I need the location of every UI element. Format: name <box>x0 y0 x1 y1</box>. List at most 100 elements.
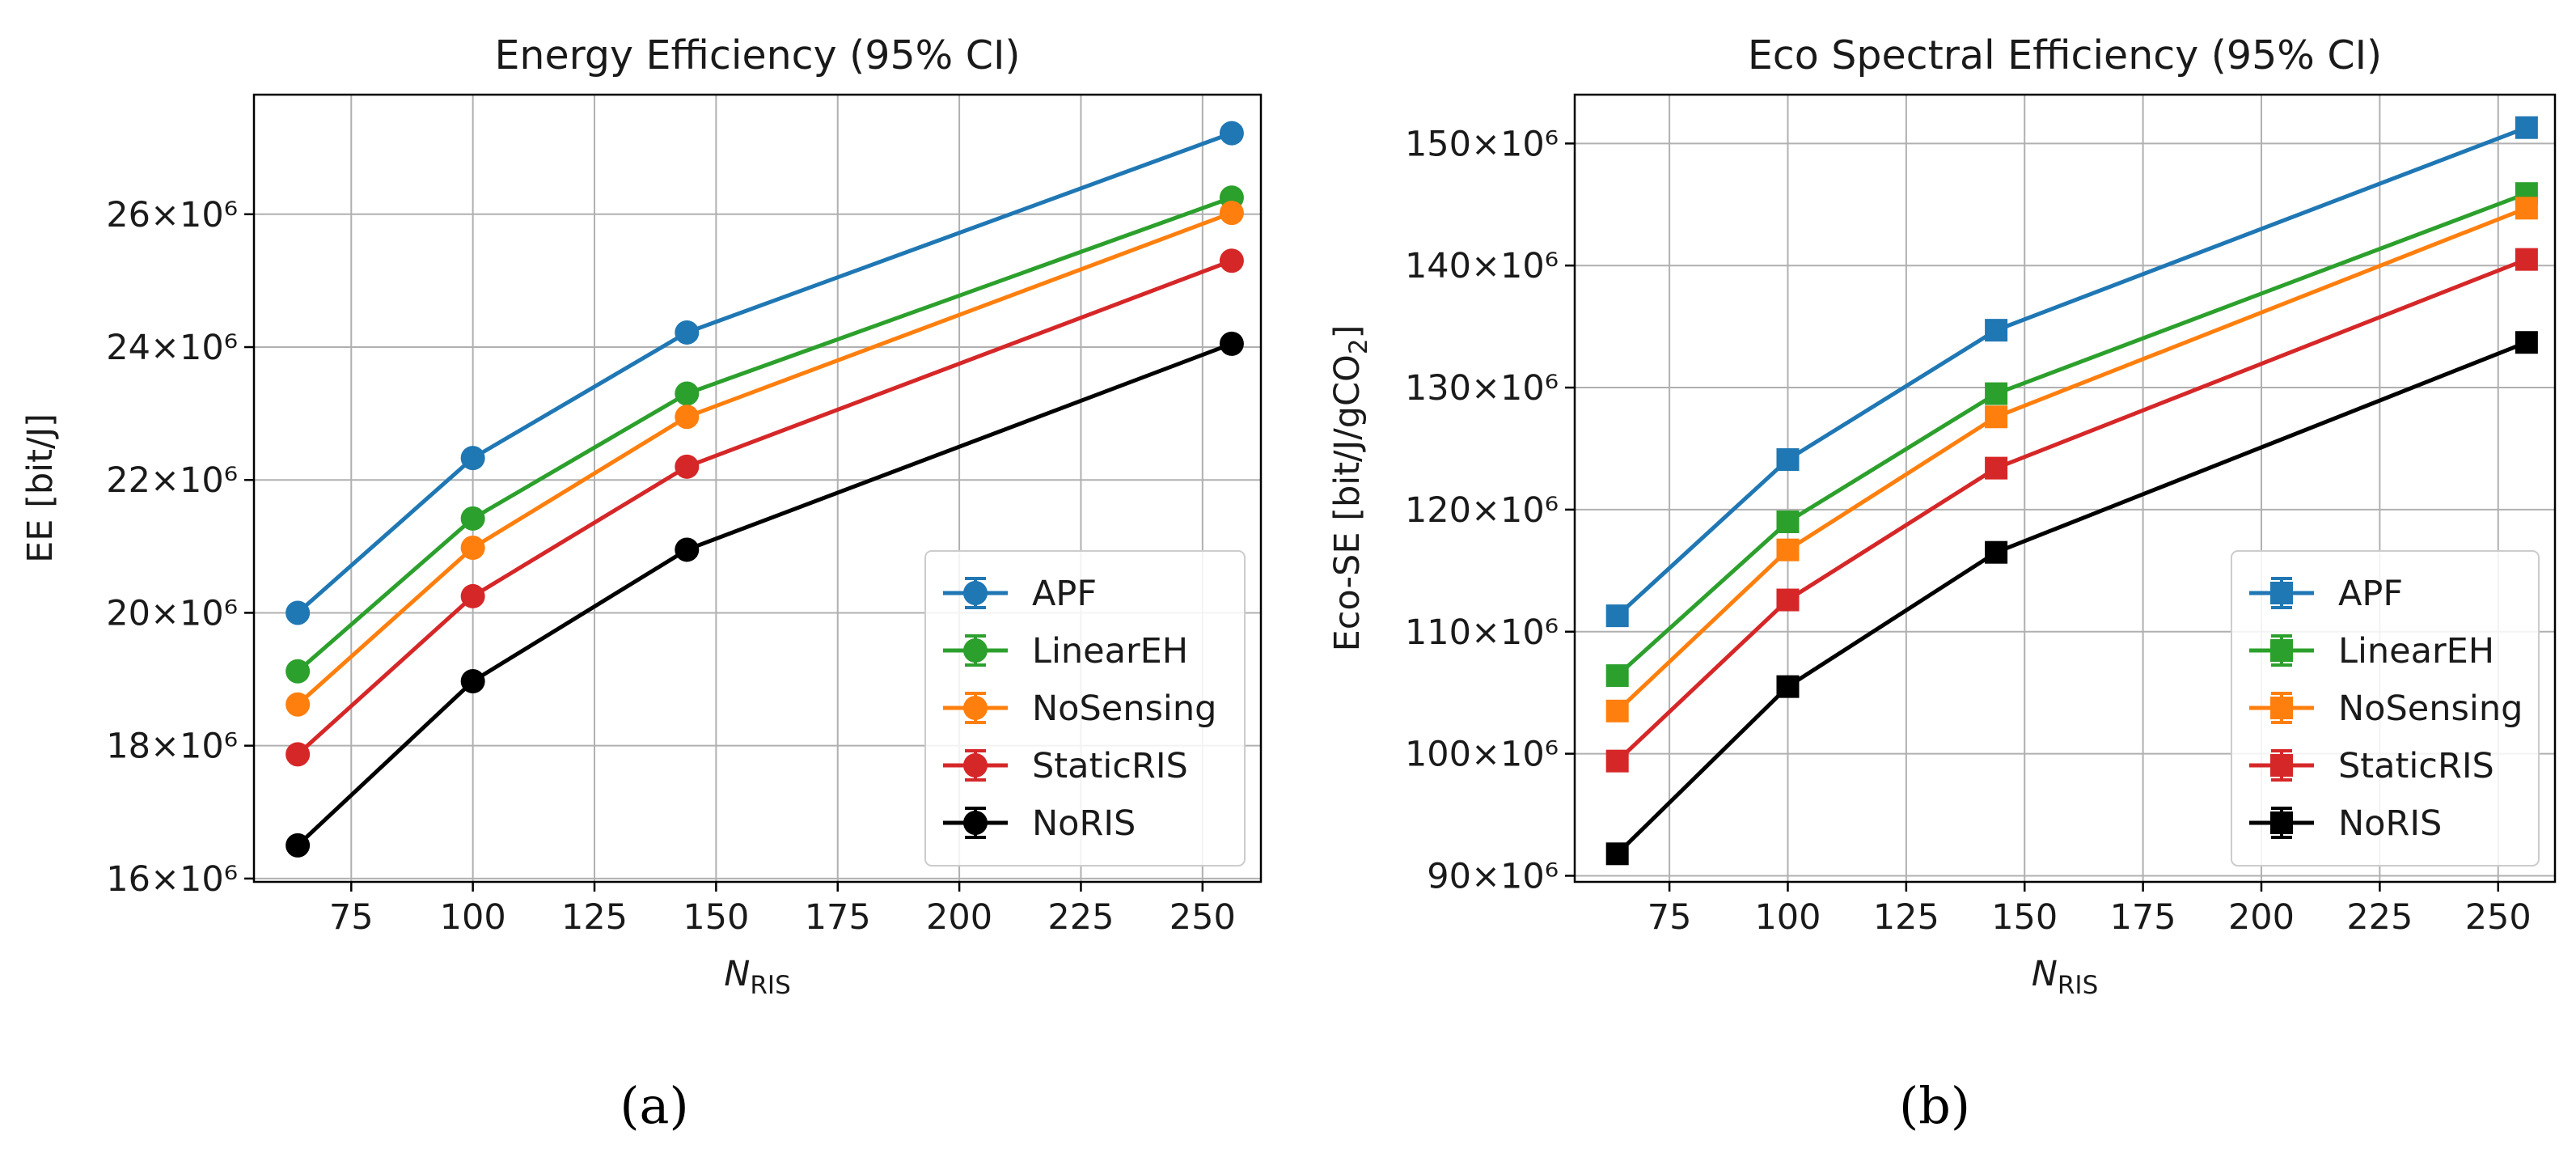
y-tick-label: 16×10⁶ <box>106 859 238 900</box>
data-point <box>460 669 485 694</box>
chart-title: Energy Efficiency (95% CI) <box>494 32 1020 78</box>
legend: APF LinearEH NoSensing StaticRIS NoRIS <box>2231 550 2540 867</box>
y-tick-label: 150×10⁶ <box>1405 124 1559 164</box>
data-point <box>675 381 700 406</box>
legend-item: APF <box>2249 574 2403 614</box>
legend-marker <box>963 811 988 835</box>
data-point <box>286 833 311 858</box>
legend-item: NoSensing <box>2249 689 2523 729</box>
data-point <box>1219 248 1244 273</box>
legend-label: LinearEH <box>1032 631 1188 672</box>
legend-marker <box>2270 811 2293 834</box>
series-line <box>1615 257 2527 763</box>
data-point <box>1776 448 1800 472</box>
series-line <box>1615 206 2527 713</box>
y-tick-label: 22×10⁶ <box>106 460 238 501</box>
data-point <box>675 320 700 345</box>
data-point <box>460 446 485 471</box>
series-line <box>296 258 1233 756</box>
x-tick-label: 250 <box>1170 897 1236 938</box>
x-axis-label: NRIS <box>2032 954 2099 1000</box>
legend-item: StaticRIS <box>2249 746 2494 786</box>
series-line <box>1615 340 2527 856</box>
y-axis-label: EE [bit/J] <box>20 413 61 563</box>
data-point <box>1776 538 1800 561</box>
legend-label: NoSensing <box>2338 689 2523 729</box>
series-line <box>296 131 1233 615</box>
legend-item: LinearEH <box>2249 631 2494 672</box>
data-point <box>2515 331 2538 354</box>
data-point <box>1605 604 1629 628</box>
x-tick-label: 75 <box>329 897 374 938</box>
legend-marker <box>963 696 988 720</box>
legend-marker <box>2270 697 2293 719</box>
x-tick-label: 225 <box>2346 897 2413 938</box>
y-tick-label: 24×10⁶ <box>106 328 238 368</box>
data-point <box>1776 510 1800 533</box>
legend-marker <box>2270 754 2293 777</box>
legend-marker <box>2270 582 2293 604</box>
legend: APF LinearEH NoSensing StaticRIS NoRIS <box>924 550 1246 867</box>
data-point <box>2515 248 2538 271</box>
x-axis-label: NRIS <box>724 954 791 1000</box>
x-tick-label: 200 <box>2228 897 2295 938</box>
legend-label: StaticRIS <box>1032 746 1188 786</box>
y-tick-label: 140×10⁶ <box>1405 246 1559 286</box>
caption-b: (b) <box>1898 1076 1971 1135</box>
series-staticris <box>1605 248 2538 773</box>
x-tick-label: 175 <box>2110 897 2176 938</box>
legend-box <box>924 550 1246 867</box>
x-tick-label: 200 <box>926 897 992 938</box>
legend-marker <box>963 581 988 605</box>
legend-item: NoRIS <box>943 803 1136 844</box>
chart-title: Eco Spectral Efficiency (95% CI) <box>1748 32 2382 78</box>
legend-label: StaticRIS <box>2338 746 2494 786</box>
y-tick-label: 20×10⁶ <box>106 593 238 633</box>
data-point <box>1605 749 1629 773</box>
data-point <box>1219 331 1244 356</box>
legend-item: LinearEH <box>943 631 1188 672</box>
x-tick-label: 100 <box>440 897 506 938</box>
data-point <box>1985 405 2008 429</box>
legend-item: NoRIS <box>2249 803 2442 844</box>
data-point <box>460 506 485 531</box>
data-point <box>675 537 700 562</box>
data-point <box>2515 116 2538 139</box>
y-tick-label: 26×10⁶ <box>106 195 238 235</box>
series-line <box>296 195 1233 673</box>
legend-label: APF <box>1032 574 1097 614</box>
caption-a: (a) <box>620 1076 689 1135</box>
series-line <box>296 210 1233 706</box>
data-point <box>1776 675 1800 698</box>
series-noris <box>286 331 1244 858</box>
chart-panel-a: 75 100 125 150 175 200 225 250 16×10⁶ 18×10⁶ 20×10… <box>20 32 1263 1000</box>
data-point <box>1605 842 1629 866</box>
data-point <box>675 454 700 479</box>
x-tick-label: 125 <box>561 897 628 938</box>
data-point <box>1985 540 2008 564</box>
data-point <box>286 659 311 684</box>
data-point <box>460 583 485 608</box>
series-line <box>1616 191 2527 677</box>
legend-label: NoSensing <box>1032 689 1216 729</box>
data-point <box>1985 382 2008 405</box>
data-point <box>1605 664 1629 688</box>
x-tick-label: 150 <box>683 897 749 938</box>
x-tick-label: 225 <box>1047 897 1114 938</box>
x-tick-label: 100 <box>1754 897 1821 938</box>
x-tick-label: 175 <box>805 897 871 938</box>
series-lineareh <box>1605 182 2538 688</box>
data-point <box>2515 197 2538 220</box>
series-apf <box>1605 116 2538 628</box>
x-tick-label: 150 <box>1991 897 2058 938</box>
legend-item: StaticRIS <box>943 746 1188 786</box>
data-point <box>286 742 311 767</box>
y-axis-label: Eco-SE [bit/J/gCO2] <box>1327 325 1373 652</box>
series-staticris <box>286 248 1244 767</box>
data-point <box>1219 201 1244 226</box>
legend-item: NoSensing <box>943 689 1216 729</box>
data-point <box>1985 319 2008 342</box>
legend-marker <box>963 638 988 663</box>
legend-label: APF <box>2338 574 2403 614</box>
y-tick-label: 90×10⁶ <box>1427 856 1559 896</box>
